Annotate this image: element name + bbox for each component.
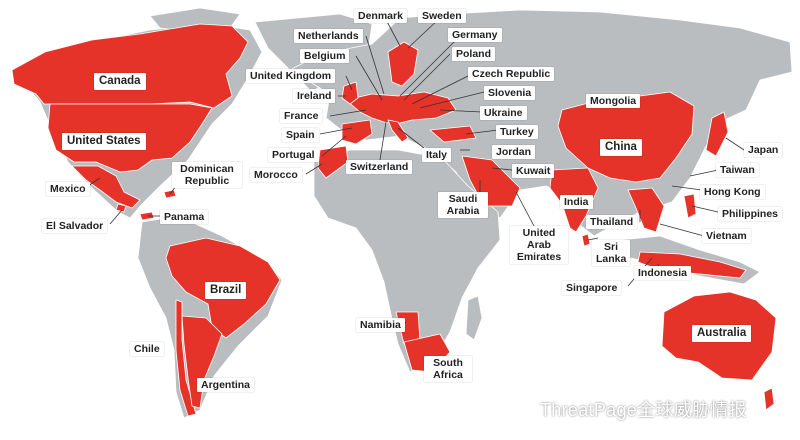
label-sri-lanka: Sri Lanka (592, 240, 630, 266)
panama-shape (139, 211, 155, 221)
label-morocco: Morocco (250, 168, 302, 182)
label-china: China (600, 139, 642, 156)
spain-portugal-shape (341, 119, 373, 145)
label-switzerland: Switzerland (346, 160, 413, 174)
label-dominican-republic: Dominican Republic (172, 162, 242, 188)
watermark: ThreatPage全球威胁情报 (508, 396, 747, 422)
wechat-icon (508, 398, 534, 419)
label-mexico: Mexico (46, 182, 90, 196)
watermark-text: ThreatPage全球威胁情报 (540, 400, 747, 420)
label-turkey: Turkey (496, 125, 538, 139)
label-spain: Spain (282, 128, 319, 142)
label-south-africa: South Africa (424, 356, 472, 382)
label-slovenia: Slovenia (484, 86, 536, 100)
madagascar-land (465, 295, 483, 341)
label-jordan: Jordan (492, 145, 536, 159)
label-panama: Panama (160, 210, 209, 224)
label-kuwait: Kuwait (512, 164, 555, 178)
label-poland: Poland (452, 47, 496, 61)
turkey-shape (429, 125, 477, 143)
label-portugal: Portugal (268, 148, 319, 162)
label-hong-kong: Hong Kong (700, 185, 765, 199)
label-ukraine: Ukraine (480, 106, 527, 120)
morocco-shape (317, 145, 349, 179)
canada-shape (11, 23, 249, 109)
mexico-shape (71, 165, 141, 209)
japan-shape (705, 111, 729, 157)
label-germany: Germany (448, 28, 502, 42)
label-argentina: Argentina (197, 378, 255, 392)
el-salvador-shape (115, 203, 127, 213)
label-thailand: Thailand (586, 215, 638, 229)
china-mongolia-shape (557, 91, 695, 183)
scandinavia-shape (387, 41, 419, 87)
label-el-salvador: El Salvador (42, 219, 108, 233)
new-zealand-shape (763, 387, 775, 411)
label-denmark: Denmark (354, 9, 407, 23)
label-italy: Italy (422, 148, 452, 162)
label-saudi-arabia: Saudi Arabia (438, 192, 488, 218)
label-uae: United Arab Emirates (510, 226, 568, 264)
argentina-shape (181, 315, 223, 409)
label-india: India (560, 195, 593, 209)
italy-shape (387, 119, 409, 143)
sri-lanka-shape (581, 233, 591, 247)
leader-lines (87, 15, 745, 325)
label-chile: Chile (130, 342, 164, 356)
label-czech-republic: Czech Republic (468, 67, 555, 81)
label-netherlands: Netherlands (294, 29, 363, 43)
label-taiwan: Taiwan (716, 163, 759, 177)
label-france: France (280, 109, 323, 123)
label-canada: Canada (94, 73, 146, 90)
label-australia: Australia (692, 325, 752, 342)
label-philippines: Philippines (718, 207, 783, 221)
label-united-kingdom: United Kingdom (246, 69, 336, 83)
label-united-states: United States (62, 133, 146, 150)
chile-shape (175, 299, 197, 417)
label-brazil: Brazil (205, 282, 247, 299)
label-indonesia: Indonesia (634, 266, 692, 280)
europe-cluster-shape (345, 91, 457, 125)
label-singapore: Singapore (562, 281, 622, 295)
label-belgium: Belgium (300, 49, 350, 63)
philippines-shape (683, 193, 697, 219)
label-ireland: Ireland (293, 89, 336, 103)
arabia-shape (461, 155, 521, 207)
southeast-asia-shape (627, 187, 665, 233)
label-japan: Japan (744, 143, 783, 157)
label-mongolia: Mongolia (586, 94, 641, 108)
label-namibia: Namibia (356, 318, 405, 332)
label-sweden: Sweden (418, 9, 466, 23)
label-vietnam: Vietnam (702, 229, 751, 243)
indonesia-shape (637, 251, 747, 279)
